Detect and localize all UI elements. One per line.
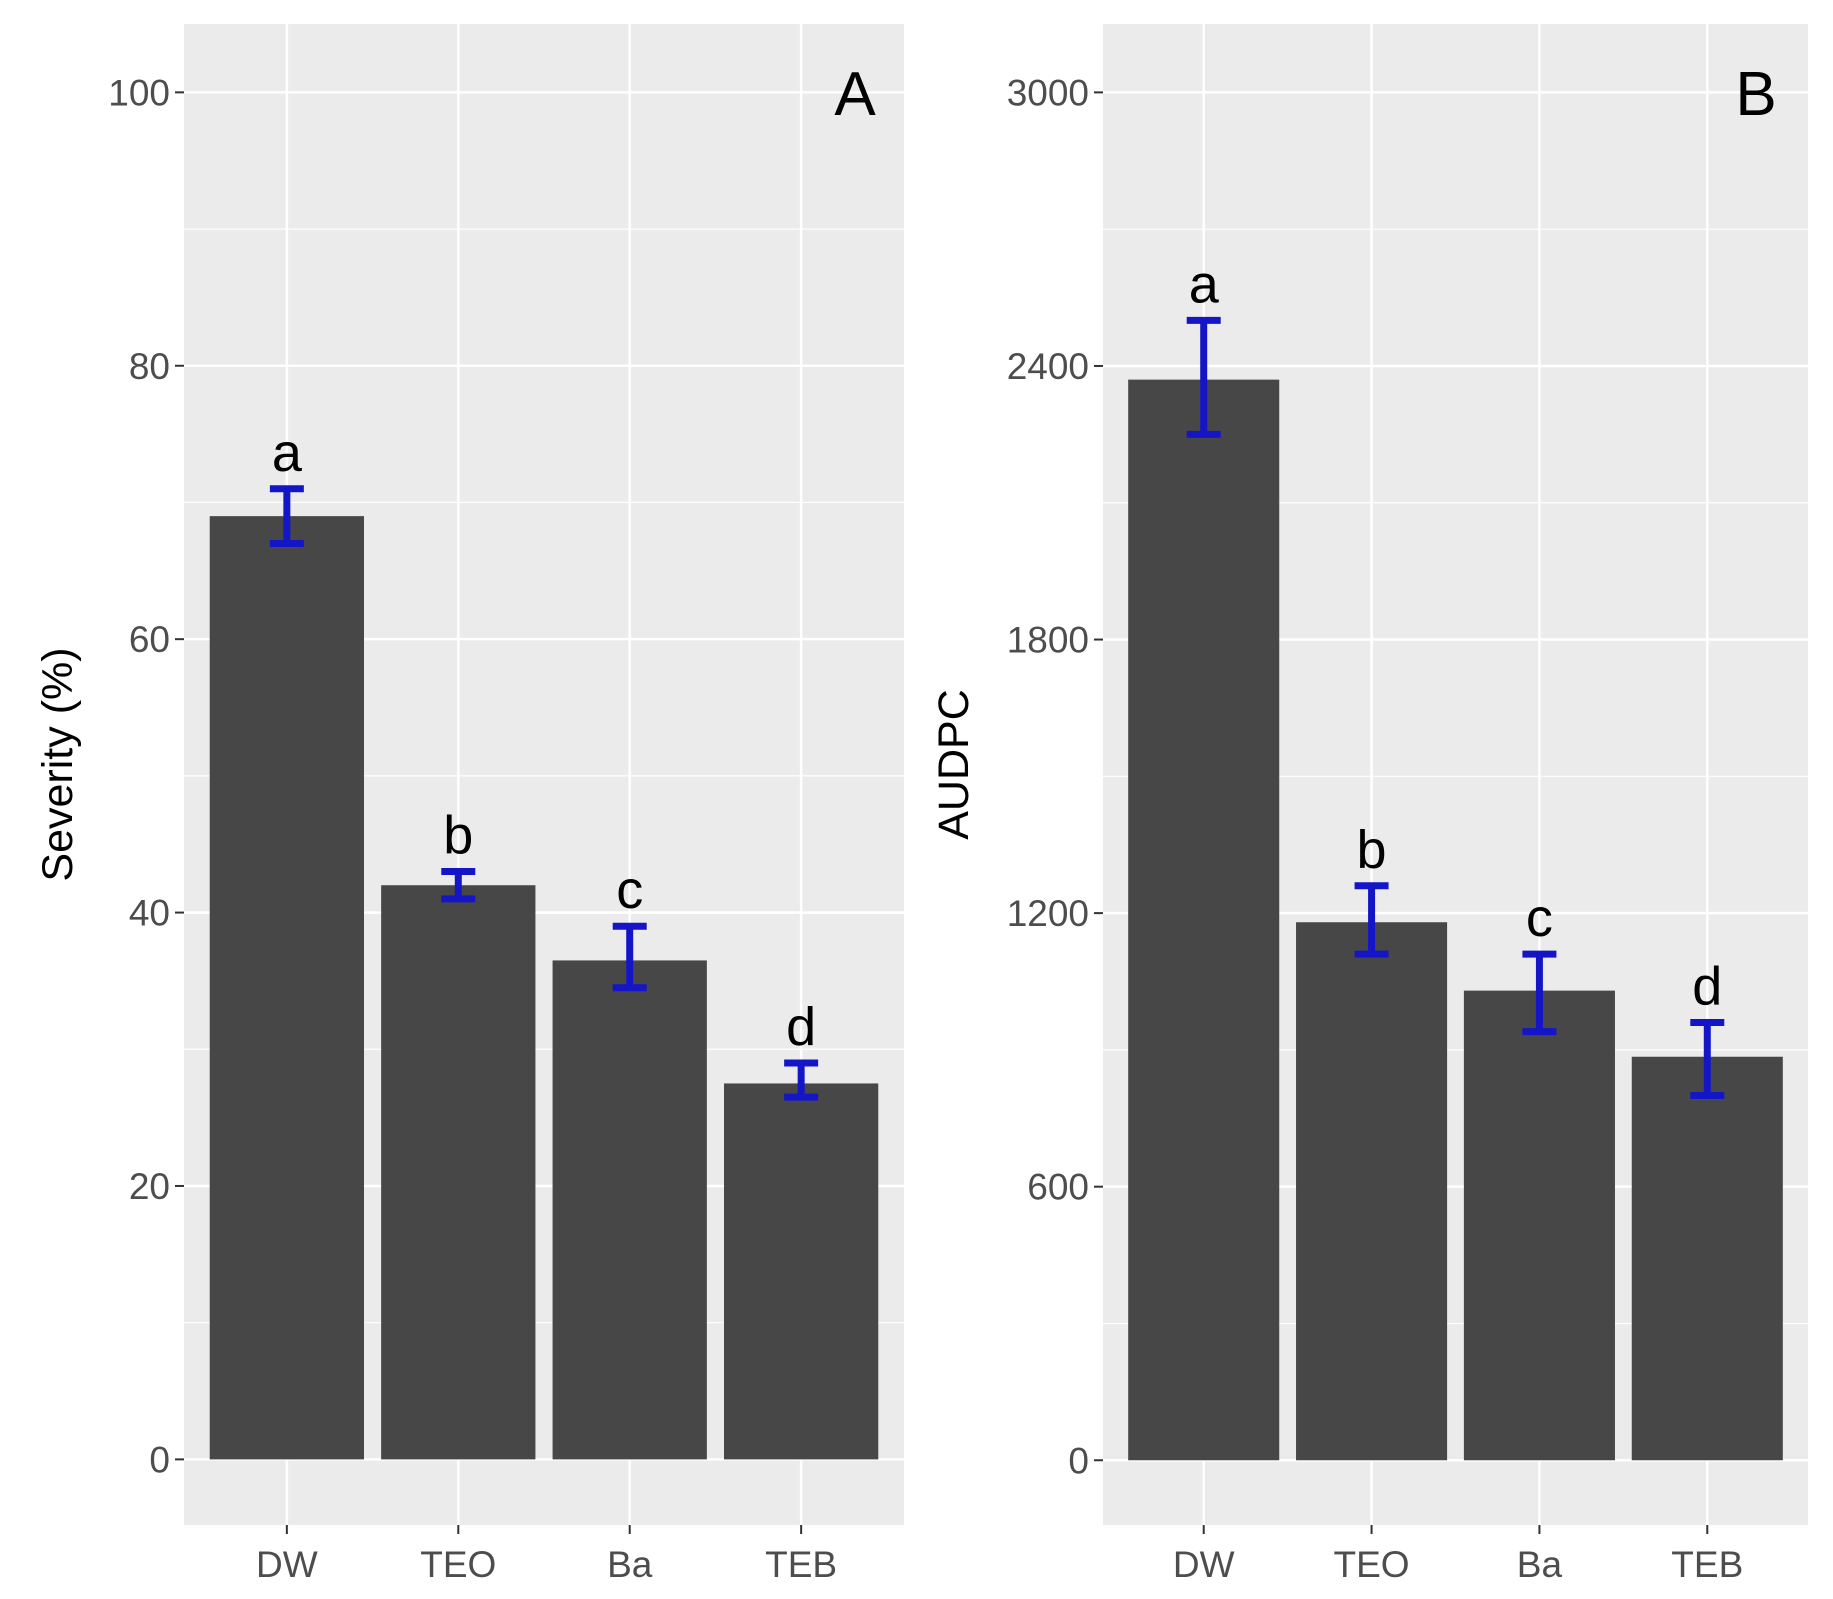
panel-b-audpc: 0 600 1200 1800 2400 3000 a DW b TEO c Ba d TEB B AUDPC	[930, 24, 1808, 1585]
group-letter-teo: b	[443, 806, 473, 866]
x-tick-label-teb: TEB	[1671, 1544, 1743, 1585]
y-tick-label: 0	[1068, 1440, 1089, 1481]
x-tick-label-dw: DW	[1173, 1544, 1235, 1585]
bar-teb	[724, 1083, 879, 1460]
panel-tag: B	[1735, 60, 1776, 129]
x-tick-label-teo: TEO	[420, 1544, 496, 1585]
group-letter-teo: b	[1357, 820, 1387, 880]
x-tick-label-ba: Ba	[1517, 1544, 1563, 1585]
bar-teb	[1631, 1056, 1783, 1461]
y-axis-title: AUDPC	[930, 689, 978, 840]
y-axis-title: Severity (%)	[34, 647, 82, 881]
y-tick-label: 1800	[1007, 620, 1089, 661]
y-tick-label: 2400	[1007, 346, 1089, 387]
y-tick-label: 3000	[1007, 72, 1089, 113]
bar-dw	[209, 516, 364, 1460]
group-letter-dw: a	[272, 423, 303, 483]
group-letter-teb: d	[786, 997, 816, 1057]
y-tick-label: 60	[129, 619, 170, 660]
bar-teo	[1296, 922, 1448, 1461]
group-letter-teb: d	[1692, 957, 1722, 1017]
group-letter-ba: c	[616, 860, 643, 920]
y-tick-label: 20	[129, 1166, 170, 1207]
bar-ba	[1463, 990, 1615, 1461]
y-tick-label: 1200	[1007, 893, 1089, 934]
x-tick-label-teo: TEO	[1334, 1544, 1410, 1585]
x-tick-label-ba: Ba	[607, 1544, 653, 1585]
y-tick-label: 40	[129, 893, 170, 934]
y-tick-label: 0	[149, 1439, 170, 1480]
y-tick-label: 600	[1027, 1167, 1089, 1208]
panel-tag: A	[834, 60, 876, 129]
x-tick-label-dw: DW	[256, 1544, 318, 1585]
bar-teo	[381, 885, 536, 1460]
y-tick-label: 80	[129, 346, 170, 387]
group-letter-dw: a	[1189, 254, 1220, 314]
bar-ba	[552, 960, 707, 1460]
panel-a-severity: 0 20 40 60 80 100 a DW b TEO c Ba d TEB A Severity (%)	[34, 24, 904, 1585]
y-tick-label: 100	[108, 72, 170, 113]
group-letter-ba: c	[1526, 888, 1553, 948]
bar-dw	[1128, 379, 1280, 1461]
x-tick-label-teb: TEB	[765, 1544, 837, 1585]
